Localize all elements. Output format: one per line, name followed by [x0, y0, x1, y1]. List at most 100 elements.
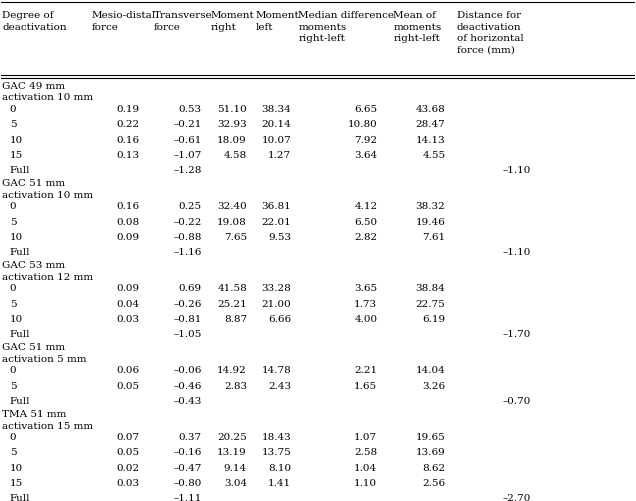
Text: 8.62: 8.62 — [422, 464, 445, 473]
Text: right-left: right-left — [393, 34, 440, 43]
Text: right: right — [211, 23, 237, 32]
Text: 32.93: 32.93 — [218, 120, 247, 129]
Text: –0.80: –0.80 — [174, 479, 202, 488]
Text: Full: Full — [10, 248, 30, 257]
Text: 43.68: 43.68 — [416, 105, 445, 114]
Text: GAC 49 mm: GAC 49 mm — [2, 82, 65, 91]
Text: 0.69: 0.69 — [179, 285, 202, 294]
Text: 0.05: 0.05 — [116, 448, 140, 457]
Text: moments: moments — [393, 23, 441, 32]
Text: moments: moments — [298, 23, 347, 32]
Text: 0.02: 0.02 — [116, 464, 140, 473]
Text: 9.53: 9.53 — [268, 233, 291, 242]
Text: 1.04: 1.04 — [354, 464, 377, 473]
Text: 28.47: 28.47 — [416, 120, 445, 129]
Text: deactivation: deactivation — [2, 23, 67, 32]
Text: 9.14: 9.14 — [224, 464, 247, 473]
Text: 7.61: 7.61 — [422, 233, 445, 242]
Text: 0: 0 — [10, 366, 17, 375]
Text: 0.09: 0.09 — [116, 285, 140, 294]
Text: 41.58: 41.58 — [218, 285, 247, 294]
Text: –0.16: –0.16 — [174, 448, 202, 457]
Text: 20.25: 20.25 — [218, 433, 247, 442]
Text: 1.07: 1.07 — [354, 433, 377, 442]
Text: –0.22: –0.22 — [174, 218, 202, 226]
Text: 18.43: 18.43 — [261, 433, 291, 442]
Text: 3.26: 3.26 — [422, 382, 445, 391]
Text: 8.87: 8.87 — [224, 315, 247, 324]
Text: Full: Full — [10, 330, 30, 339]
Text: force: force — [154, 23, 181, 32]
Text: –0.81: –0.81 — [174, 315, 202, 324]
Text: 10: 10 — [10, 464, 23, 473]
Text: Full: Full — [10, 397, 30, 406]
Text: 0.03: 0.03 — [116, 315, 140, 324]
Text: 2.21: 2.21 — [354, 366, 377, 375]
Text: 21.00: 21.00 — [261, 300, 291, 309]
Text: 1.73: 1.73 — [354, 300, 377, 309]
Text: 10.80: 10.80 — [348, 120, 377, 129]
Text: 14.78: 14.78 — [261, 366, 291, 375]
Text: 0.25: 0.25 — [179, 202, 202, 211]
Text: Median difference: Median difference — [298, 12, 394, 21]
Text: 19.65: 19.65 — [416, 433, 445, 442]
Text: –0.06: –0.06 — [174, 366, 202, 375]
Text: –0.47: –0.47 — [174, 464, 202, 473]
Text: 0.06: 0.06 — [116, 366, 140, 375]
Text: 36.81: 36.81 — [261, 202, 291, 211]
Text: 0.53: 0.53 — [179, 105, 202, 114]
Text: –1.28: –1.28 — [174, 166, 202, 175]
Text: 13.69: 13.69 — [416, 448, 445, 457]
Text: 14.13: 14.13 — [416, 136, 445, 145]
Text: –0.46: –0.46 — [174, 382, 202, 391]
Text: 38.84: 38.84 — [416, 285, 445, 294]
Text: Moment: Moment — [255, 12, 299, 21]
Text: 0.09: 0.09 — [116, 233, 140, 242]
Text: 5: 5 — [10, 120, 17, 129]
Text: 4.58: 4.58 — [224, 151, 247, 160]
Text: 0.22: 0.22 — [116, 120, 140, 129]
Text: 1.41: 1.41 — [268, 479, 291, 488]
Text: –0.88: –0.88 — [174, 233, 202, 242]
Text: 4.55: 4.55 — [422, 151, 445, 160]
Text: –1.07: –1.07 — [174, 151, 202, 160]
Text: 6.19: 6.19 — [422, 315, 445, 324]
Text: 2.58: 2.58 — [354, 448, 377, 457]
Text: 2.83: 2.83 — [224, 382, 247, 391]
Text: 10.07: 10.07 — [261, 136, 291, 145]
Text: 0.37: 0.37 — [179, 433, 202, 442]
Text: left: left — [255, 23, 273, 32]
Text: –1.16: –1.16 — [174, 248, 202, 257]
Text: 6.66: 6.66 — [268, 315, 291, 324]
Text: 14.92: 14.92 — [218, 366, 247, 375]
Text: 0: 0 — [10, 433, 17, 442]
Text: 14.04: 14.04 — [416, 366, 445, 375]
Text: 4.12: 4.12 — [354, 202, 377, 211]
Text: deactivation: deactivation — [457, 23, 522, 32]
Text: GAC 51 mm: GAC 51 mm — [2, 343, 65, 352]
Text: 0.16: 0.16 — [116, 202, 140, 211]
Text: 0: 0 — [10, 285, 17, 294]
Text: –0.61: –0.61 — [174, 136, 202, 145]
Text: 18.09: 18.09 — [218, 136, 247, 145]
Text: Distance for: Distance for — [457, 12, 521, 21]
Text: 5: 5 — [10, 382, 17, 391]
Text: 32.40: 32.40 — [218, 202, 247, 211]
Text: Full: Full — [10, 166, 30, 175]
Text: right-left: right-left — [298, 34, 345, 43]
Text: 7.65: 7.65 — [224, 233, 247, 242]
Text: 0.03: 0.03 — [116, 479, 140, 488]
Text: 3.64: 3.64 — [354, 151, 377, 160]
Text: –1.10: –1.10 — [503, 248, 532, 257]
Text: 51.10: 51.10 — [218, 105, 247, 114]
Text: –1.11: –1.11 — [174, 494, 202, 501]
Text: Full: Full — [10, 494, 30, 501]
Text: –1.70: –1.70 — [503, 330, 532, 339]
Text: Moment: Moment — [211, 12, 255, 21]
Text: Degree of: Degree of — [2, 12, 53, 21]
Text: 0.05: 0.05 — [116, 382, 140, 391]
Text: 15: 15 — [10, 479, 23, 488]
Text: force: force — [92, 23, 119, 32]
Text: –0.26: –0.26 — [174, 300, 202, 309]
Text: 19.08: 19.08 — [218, 218, 247, 226]
